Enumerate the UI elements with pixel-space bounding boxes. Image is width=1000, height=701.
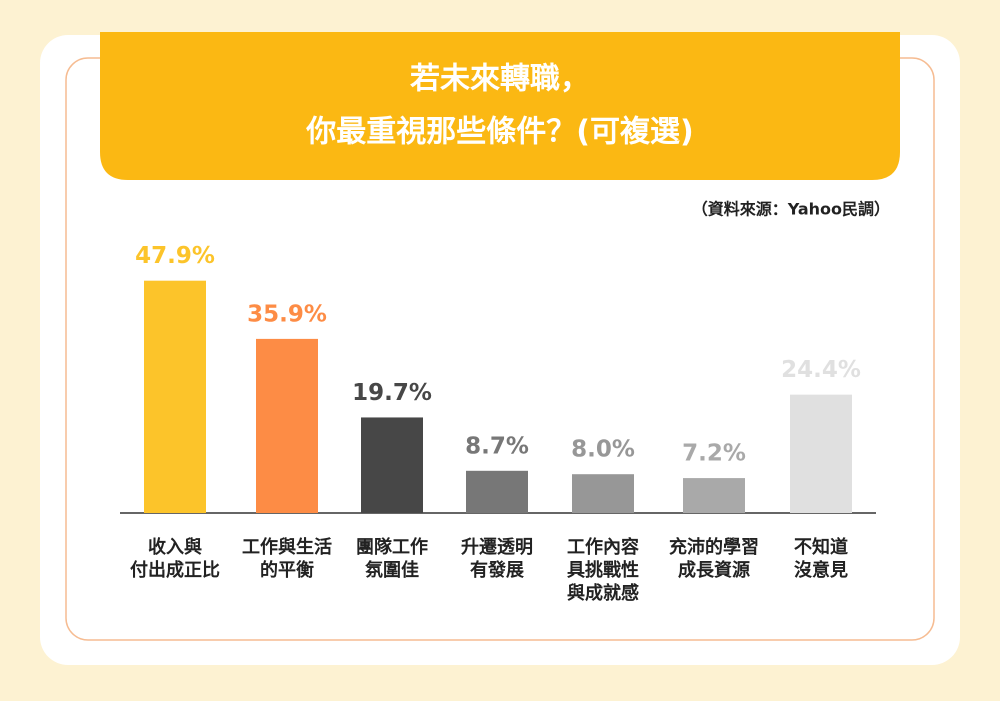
value-label: 24.4% [781,357,861,383]
value-label: 8.0% [571,437,635,463]
value-label: 47.9% [135,243,215,269]
value-label: 35.9% [247,301,327,327]
value-label: 19.7% [352,380,432,406]
bar [361,417,423,513]
chart-title: 若未來轉職， [410,62,590,97]
source-note: （資料來源：Yahoo民調） [692,200,890,219]
bar [790,394,852,513]
x-tick-label: 充沛的學習 [669,536,759,558]
x-tick-label: 團隊工作 [356,536,428,558]
x-tick-label: 工作與生活 [242,536,332,558]
x-tick-label: 收入與 [148,536,202,558]
x-tick-label: 升遷透明 [461,537,533,558]
value-label: 7.2% [682,441,746,467]
x-tick-label: 具挑戰性 [567,559,639,581]
x-tick-label: 成長資源 [678,559,750,581]
x-tick-label: 工作內容 [567,536,639,558]
bar [572,474,634,513]
x-tick-label: 氛圍佳 [365,559,419,581]
value-label: 8.7% [465,433,529,459]
x-tick-label: 不知道 [794,536,848,558]
x-tick-label: 沒意見 [794,559,848,581]
bar [256,338,318,513]
x-tick-label: 付出成正比 [130,559,220,581]
bar [683,478,745,513]
bar [466,470,528,513]
x-tick-label: 的平衡 [260,559,314,581]
x-tick-label: 與成就感 [567,582,639,604]
bar [144,280,206,513]
x-tick-label: 有發展 [470,559,525,581]
title-banner [100,32,900,180]
chart-title: 你最重視那些條件？(可複選) [305,115,693,150]
